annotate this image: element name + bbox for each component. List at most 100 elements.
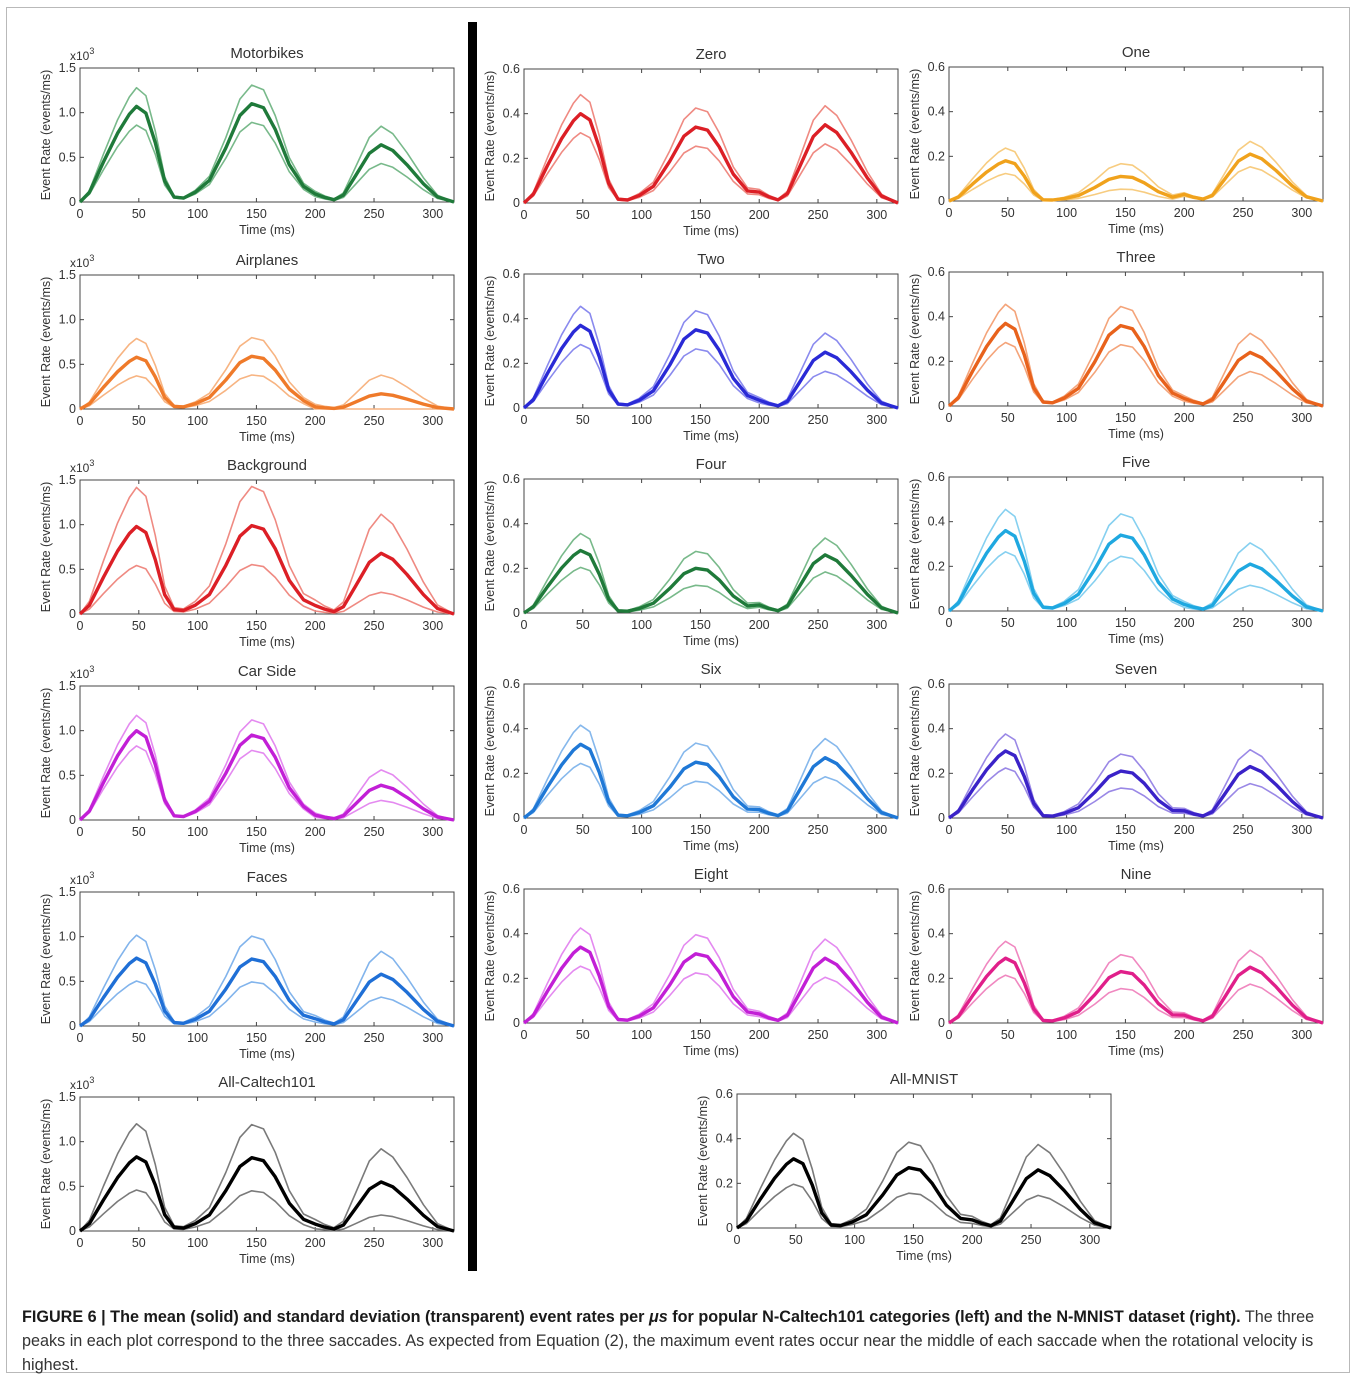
series-mean xyxy=(523,548,899,615)
y-tick-label: 0.2 xyxy=(503,356,520,370)
x-tick-label: 200 xyxy=(305,619,326,633)
x-tick-label: 50 xyxy=(576,413,590,427)
y-tick-label: 0.2 xyxy=(716,1176,733,1190)
x-axis-label: Time (ms) xyxy=(1108,839,1164,853)
x-tick-label: 100 xyxy=(187,414,208,428)
series-mean xyxy=(79,956,455,1028)
x-tick-label: 50 xyxy=(576,618,590,632)
axes-frame xyxy=(523,273,899,409)
x-tick-label: 0 xyxy=(734,1233,741,1247)
y-tick-label: 1.0 xyxy=(59,930,76,944)
y-tick-label: 1.5 xyxy=(59,1090,76,1104)
x-tick-label: 250 xyxy=(364,1031,385,1045)
y-tick-label: 1.0 xyxy=(59,1135,76,1149)
x-tick-label: 0 xyxy=(521,208,528,222)
x-tick-label: 0 xyxy=(946,206,953,220)
x-tick-label: 150 xyxy=(246,1031,267,1045)
chart-12: 0 50 100 150 200 250 300 0 0.2 0.4 0.6 Six Time (ms)… xyxy=(483,661,899,853)
chart-title: Four xyxy=(696,456,727,473)
series-mean xyxy=(948,749,1324,820)
x-tick-label: 250 xyxy=(808,618,829,632)
series-mean xyxy=(522,945,899,1025)
y-tick-label: 0 xyxy=(513,606,520,620)
y-tick-label: 0.6 xyxy=(928,677,945,691)
axes-frame xyxy=(948,888,1324,1024)
series-lower-std xyxy=(79,1189,455,1232)
x-tick-label: 150 xyxy=(246,414,267,428)
chart-title: Nine xyxy=(1121,866,1152,883)
chart-2: 0 50 100 150 200 250 300 0 0.5 1.0 1.5 Background Ti… xyxy=(39,457,455,649)
y-tick-label: 0.6 xyxy=(928,60,945,74)
y-tick-label: 0.5 xyxy=(59,562,76,576)
y-tick-label: 0.4 xyxy=(716,1132,733,1146)
y-axis-label: Event Rate (events/ms) xyxy=(39,70,53,201)
x-tick-label: 100 xyxy=(1056,206,1077,220)
y-tick-label: 0.6 xyxy=(928,882,945,896)
series-upper-std xyxy=(79,934,455,1027)
series-mean xyxy=(522,323,899,410)
x-tick-label: 150 xyxy=(1115,1028,1136,1042)
x-tick-label: 250 xyxy=(364,825,385,839)
y-multiplier-exponent: 3 xyxy=(89,46,94,56)
x-tick-label: 50 xyxy=(1001,823,1015,837)
x-axis-label: Time (ms) xyxy=(683,429,739,443)
x-tick-label: 200 xyxy=(749,823,770,837)
y-tick-label: 0.5 xyxy=(59,150,76,164)
y-tick-label: 1.0 xyxy=(59,313,76,327)
chart-title: Background xyxy=(227,457,307,474)
axes-frame xyxy=(79,479,455,615)
x-tick-label: 150 xyxy=(690,1028,711,1042)
series-lower-std xyxy=(79,745,455,821)
y-tick-label: 0.2 xyxy=(503,151,520,165)
x-tick-label: 150 xyxy=(246,619,267,633)
axes-frame xyxy=(523,683,899,819)
y-tick-label: 0 xyxy=(69,402,76,416)
chart-title: Eight xyxy=(694,866,729,883)
y-axis-label: Event Rate (events/ms) xyxy=(483,276,497,407)
chart-title: Five xyxy=(1122,454,1150,471)
y-tick-label: 1.0 xyxy=(59,724,76,738)
series-lower-std xyxy=(523,762,899,819)
y-multiplier-exponent: 3 xyxy=(89,664,94,674)
y-tick-label: 0 xyxy=(69,195,76,209)
y-tick-label: 1.5 xyxy=(59,679,76,693)
series-upper-std xyxy=(948,140,1324,202)
x-tick-label: 0 xyxy=(946,616,953,630)
x-tick-label: 300 xyxy=(1291,823,1312,837)
series-upper-std xyxy=(523,927,899,1024)
y-tick-label: 1.0 xyxy=(59,518,76,532)
x-tick-label: 300 xyxy=(422,619,443,633)
x-tick-label: 100 xyxy=(187,1031,208,1045)
x-tick-label: 100 xyxy=(1056,411,1077,425)
x-tick-label: 100 xyxy=(187,207,208,221)
chart-7: 0 50 100 150 200 250 300 0 0.2 0.4 0.6 One Time (ms)… xyxy=(908,44,1324,236)
y-tick-label: 0.4 xyxy=(503,107,520,121)
x-tick-label: 100 xyxy=(631,208,652,222)
axes-frame xyxy=(79,274,455,410)
y-axis-label: Event Rate (events/ms) xyxy=(908,274,922,405)
x-tick-label: 0 xyxy=(77,825,84,839)
y-tick-label: 0 xyxy=(938,194,945,208)
x-axis-label: Time (ms) xyxy=(239,1047,295,1061)
x-tick-label: 0 xyxy=(77,1031,84,1045)
series-lower-std xyxy=(948,974,1324,1024)
x-tick-label: 300 xyxy=(1079,1233,1100,1247)
caption-text: The three peaks in each plot correspond … xyxy=(22,1308,1315,1374)
axes-frame xyxy=(948,683,1324,819)
axes-frame xyxy=(523,478,899,614)
y-tick-label: 0.4 xyxy=(928,515,945,529)
x-tick-label: 100 xyxy=(631,618,652,632)
axes-frame xyxy=(523,888,899,1024)
series-mean xyxy=(948,956,1324,1025)
x-tick-label: 300 xyxy=(1291,1028,1312,1042)
x-tick-label: 50 xyxy=(132,414,146,428)
x-tick-label: 250 xyxy=(1233,411,1254,425)
series-mean xyxy=(522,742,899,820)
series-lower-std xyxy=(79,374,454,410)
chart-6: 0 50 100 150 200 250 300 0 0.2 0.4 0.6 Zero Time (ms… xyxy=(483,46,899,238)
figure-frame xyxy=(6,7,1350,1373)
x-tick-label: 150 xyxy=(1115,411,1136,425)
y-multiplier-exponent: 3 xyxy=(89,253,94,263)
series-upper-std xyxy=(79,714,455,821)
y-multiplier: x103 xyxy=(70,458,94,475)
